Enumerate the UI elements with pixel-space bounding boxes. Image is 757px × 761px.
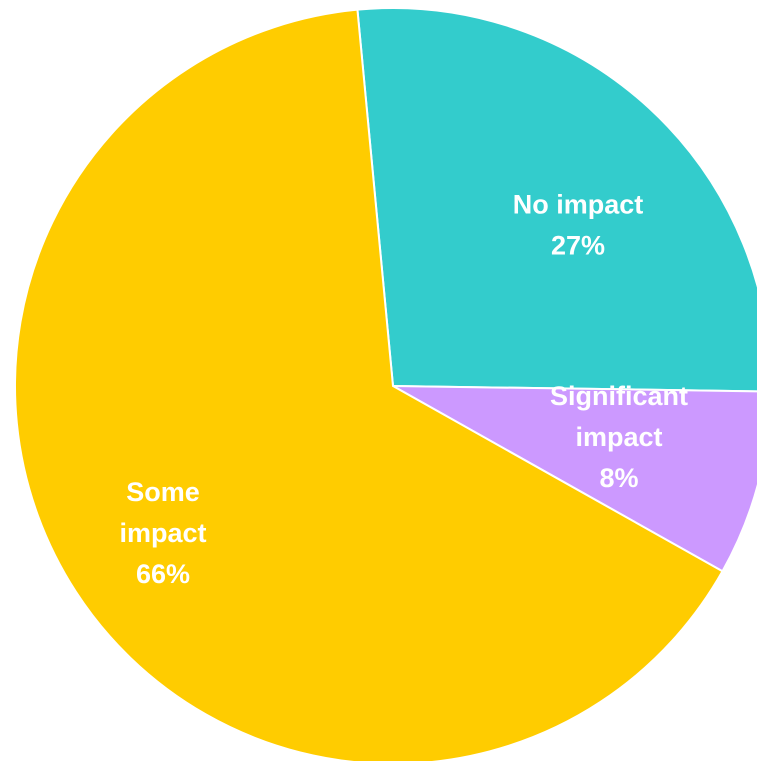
slice-label-no-impact: No impact 27%	[513, 190, 644, 261]
slice-category-label: No impact	[513, 190, 644, 220]
slice-category-label: impact	[575, 422, 662, 452]
slice-category-label: impact	[119, 518, 206, 548]
pie-slice-no-impact	[356, 7, 757, 393]
pie-labels: No impact 27% Significant impact 8% Some impac…	[119, 190, 688, 590]
slice-value-label: 27%	[551, 231, 605, 261]
pie-slice-some-impact	[14, 8, 724, 761]
slice-label-significant-impact: Significant impact 8%	[550, 381, 688, 493]
slice-value-label: 66%	[136, 559, 190, 589]
pie-slice-significant-impact	[392, 385, 757, 573]
slice-category-label: Significant	[550, 381, 688, 411]
slice-value-label: 8%	[599, 463, 638, 493]
pie-slices	[14, 7, 757, 761]
slice-category-label: Some	[126, 477, 200, 507]
slice-label-some-impact: Some impact 66%	[119, 477, 206, 589]
